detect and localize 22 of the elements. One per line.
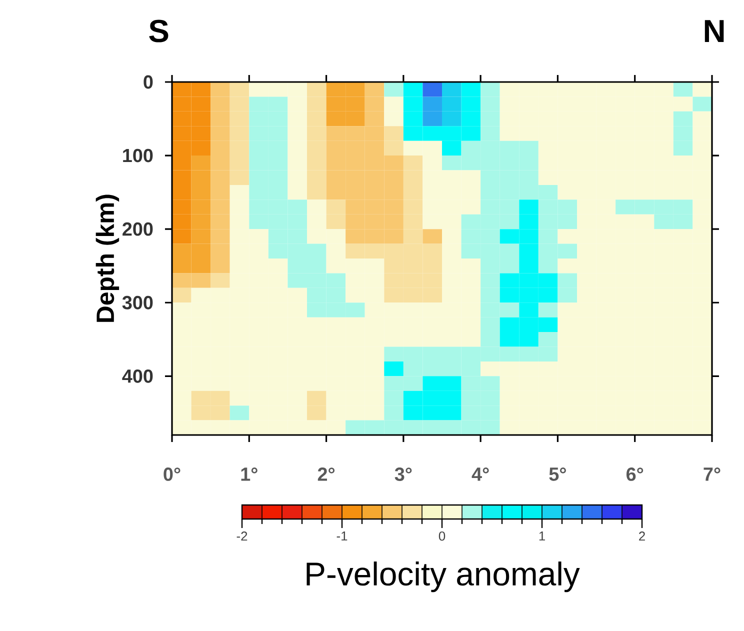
color-bar-label: 0 (438, 532, 446, 541)
x-tick-label: 4° (472, 468, 489, 481)
x-tick-label: 1° (241, 468, 258, 481)
color-bar-label: -1 (336, 532, 348, 540)
y-tick-label: 100 (123, 148, 153, 162)
color-bar-label: -2 (236, 532, 248, 541)
color-bar-label: 1 (539, 532, 545, 540)
x-tick-label: 5° (549, 468, 566, 481)
color-bar-label: 2 (639, 532, 645, 541)
y-tick-label: 400 (122, 369, 153, 383)
text: S (149, 20, 168, 42)
y-axis-title: Depth (km) (96, 194, 120, 322)
y-tick-label: 300 (122, 296, 153, 310)
x-tick-label: 3° (394, 468, 412, 481)
y-tick-label: 0 (144, 75, 153, 89)
x-tick-label: 2° (318, 468, 335, 481)
y-tick-label: 200 (122, 222, 153, 236)
x-tick-label: 7° (704, 468, 720, 481)
color-bar-title: P-velocity anomaly (306, 562, 580, 592)
x-tick-label: 0° (164, 468, 180, 481)
text: N (704, 20, 724, 42)
x-tick-label: 6° (626, 468, 644, 481)
